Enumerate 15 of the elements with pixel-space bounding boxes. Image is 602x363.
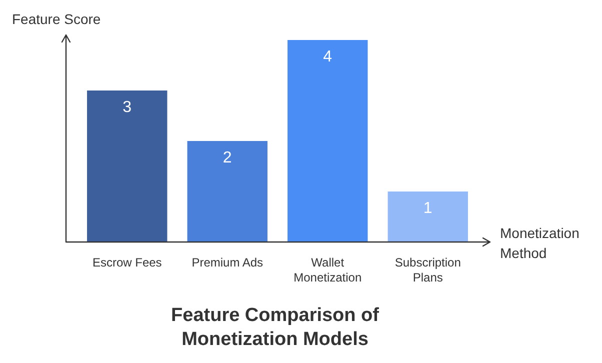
data-label: 3	[122, 98, 132, 116]
x-tick-label: Subscription Plans	[394, 255, 461, 284]
bar	[288, 40, 368, 242]
bar	[187, 141, 268, 242]
y-axis-title: Feature Score	[12, 10, 101, 27]
x-tick-label: Escrow Fees	[92, 255, 162, 270]
bar	[87, 90, 168, 242]
data-label: 4	[323, 48, 332, 66]
x-tick-label: Wallet Monetization	[294, 255, 362, 284]
data-label: 2	[222, 149, 232, 166]
text: Feature Comparison of Monetization Models	[171, 305, 380, 350]
x-axis-title: Monetization Method	[500, 224, 580, 261]
x-tick-label: Premium Ads	[192, 255, 264, 270]
data-label: 1	[423, 200, 432, 217]
bar	[388, 192, 468, 242]
